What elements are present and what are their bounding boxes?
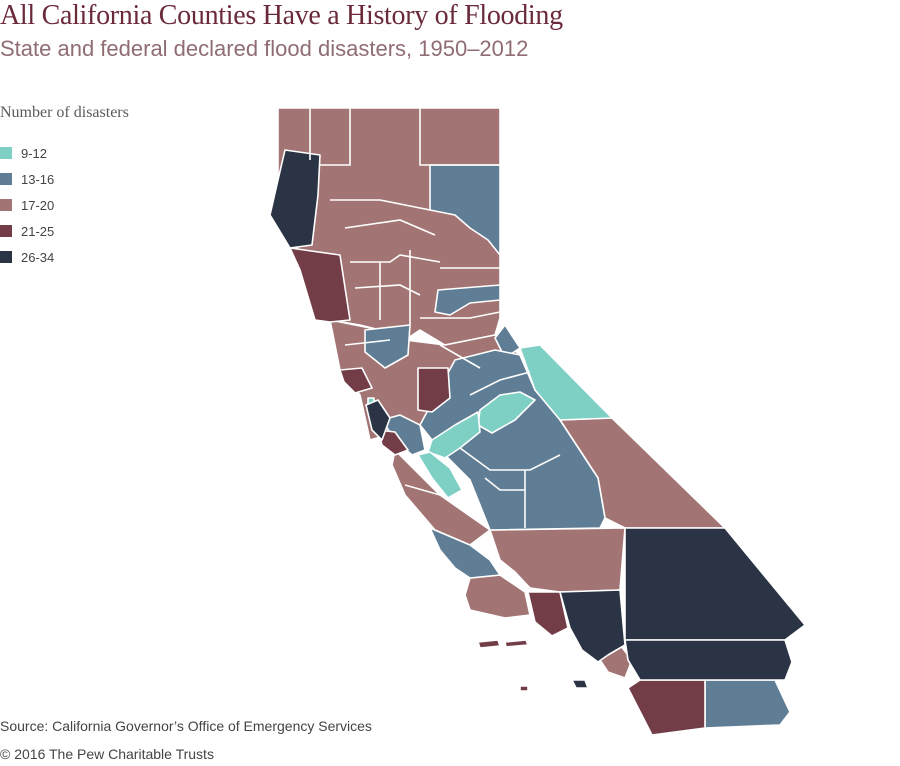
legend-title: Number of disasters (0, 104, 129, 121)
county-borders (309, 108, 561, 589)
region-ventura (464, 574, 531, 619)
region-sierra-east (434, 284, 501, 316)
region-san-diego (627, 679, 706, 736)
legend-swatch (0, 225, 12, 237)
region-santa-barbara (429, 527, 501, 579)
island-catalina (571, 679, 589, 689)
region-los-angeles-west (527, 591, 569, 637)
region-riverside (624, 639, 793, 681)
legend-label: 21-25 (21, 223, 55, 239)
legend-item-26-34: 26-34 (0, 244, 129, 270)
legend-item-9-12: 9-12 (0, 140, 129, 166)
region-tuolumne (477, 391, 536, 434)
region-central-valley (419, 349, 606, 531)
legend-swatch (0, 199, 12, 211)
region-monterey-interior (417, 451, 463, 499)
region-del-norte-humboldt (269, 149, 321, 249)
region-alameda-contra-costa (365, 399, 391, 441)
legend-label: 13-16 (21, 171, 55, 187)
legend: Number of disasters 9-12 13-16 17-20 21-… (0, 104, 129, 270)
map-title: All California Counties Have a History o… (0, 0, 563, 31)
region-san-joaquin (417, 367, 451, 413)
source-note: Source: California Governor’s Office of … (0, 718, 372, 734)
region-marin-sonoma (339, 367, 373, 394)
legend-item-21-25: 21-25 (0, 218, 129, 244)
region-los-angeles (559, 589, 626, 663)
island-west-small (477, 639, 501, 649)
legend-swatch (0, 173, 12, 185)
copyright-note: © 2016 The Pew Charitable Trusts (0, 746, 214, 762)
region-imperial (704, 679, 791, 729)
legend-item-17-20: 17-20 (0, 192, 129, 218)
region-sutter-yuba (364, 324, 411, 369)
island-tiny (519, 685, 529, 692)
california-county-map (269, 107, 806, 736)
island-east-small (504, 639, 529, 648)
region-san-bernardino (624, 527, 806, 641)
legend-label: 9-12 (21, 145, 48, 161)
region-mendocino (289, 247, 351, 323)
legend-swatch (0, 251, 12, 263)
legend-swatch (0, 147, 12, 159)
legend-label: 17-20 (21, 197, 55, 213)
legend-item-13-16: 13-16 (0, 166, 129, 192)
map-subtitle: State and federal declared flood disaste… (0, 36, 529, 61)
region-mono-north (519, 344, 613, 421)
region-modoc-lassen (429, 164, 501, 256)
legend-label: 26-34 (21, 249, 55, 265)
region-santa-cruz (377, 429, 409, 456)
